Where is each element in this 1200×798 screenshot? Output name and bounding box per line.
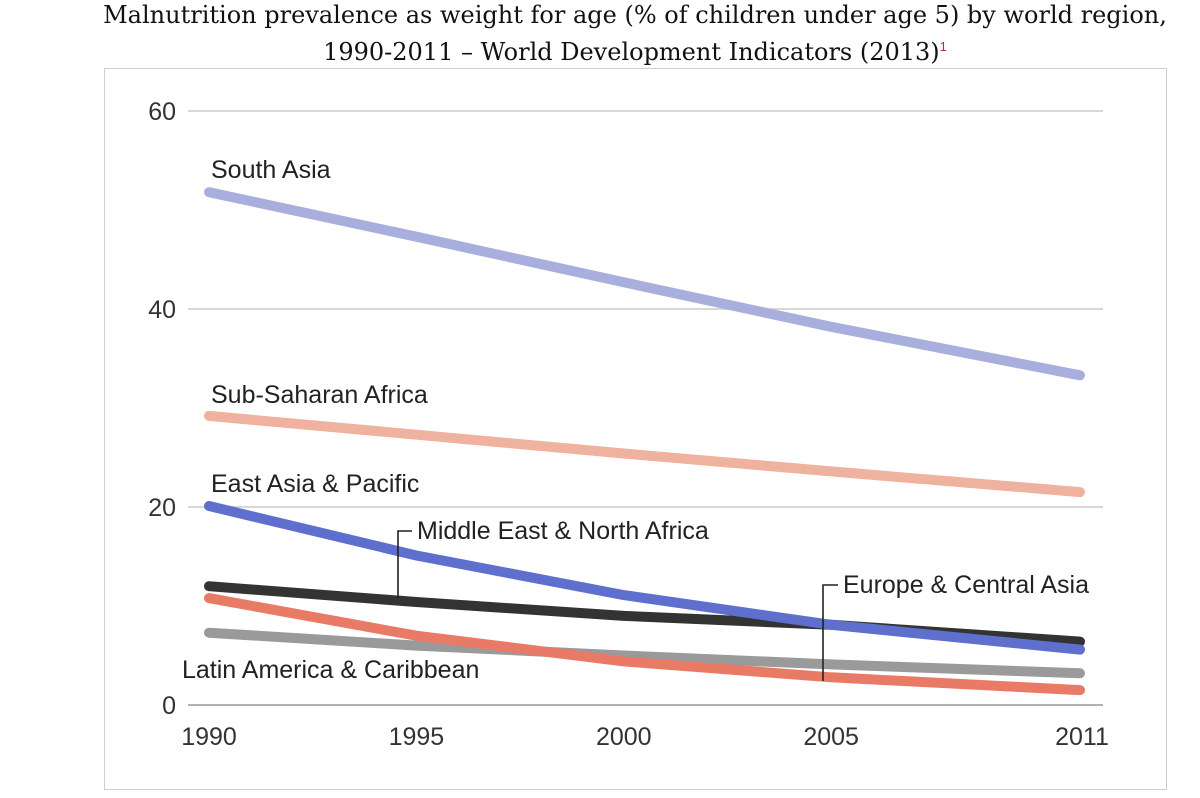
series-line-south-asia bbox=[204, 187, 1085, 381]
chart-title-line-2: 1990-2011 – World Development Indicators… bbox=[0, 31, 1200, 68]
series-label: Middle East & North Africa bbox=[417, 517, 709, 545]
gridlines bbox=[188, 110, 1103, 706]
series-label: Europe & Central Asia bbox=[843, 571, 1089, 599]
leader-middle-east bbox=[397, 530, 412, 598]
series-line-east-asia-pacific bbox=[204, 501, 1085, 655]
chart-title: Malnutrition prevalence as weight for ag… bbox=[0, 0, 1200, 68]
y-tick-label: 60 bbox=[148, 98, 176, 126]
series-label: East Asia & Pacific bbox=[211, 470, 419, 498]
series-labels: South Asia Sub-Saharan Africa East Asia & … bbox=[182, 156, 1089, 684]
series-line-europe-central-asia bbox=[204, 593, 1085, 696]
footnote-mark: 1 bbox=[939, 39, 947, 54]
y-tick-label: 40 bbox=[148, 296, 176, 324]
chart-frame bbox=[104, 68, 1167, 790]
series-line-sub-saharan-africa bbox=[204, 410, 1085, 498]
x-tick-label: 2000 bbox=[596, 723, 652, 751]
x-tick-label: 1995 bbox=[389, 723, 445, 751]
y-tick-label: 0 bbox=[162, 692, 176, 720]
x-tick-label: 2005 bbox=[803, 723, 859, 751]
y-tick-label: 20 bbox=[148, 494, 176, 522]
label-leader-lines bbox=[397, 530, 838, 681]
y-axis-ticks: 0 20 40 60 bbox=[148, 98, 176, 720]
x-tick-label: 2011 bbox=[1055, 723, 1109, 751]
series-label: Sub-Saharan Africa bbox=[211, 381, 428, 409]
x-axis-ticks: 1990 1995 2000 2005 2011 bbox=[181, 723, 1109, 751]
chart-title-line-1: Malnutrition prevalence as weight for ag… bbox=[103, 1, 1167, 29]
series-label: Latin America & Caribbean bbox=[182, 656, 479, 684]
chart-title-line-2-text: 1990-2011 – World Development Indicators… bbox=[323, 38, 940, 66]
leader-europe bbox=[822, 584, 838, 681]
series-label: South Asia bbox=[211, 156, 331, 184]
series-lines bbox=[204, 187, 1085, 696]
x-tick-label: 1990 bbox=[181, 723, 237, 751]
series-line-latin-america-caribbean bbox=[204, 627, 1085, 679]
